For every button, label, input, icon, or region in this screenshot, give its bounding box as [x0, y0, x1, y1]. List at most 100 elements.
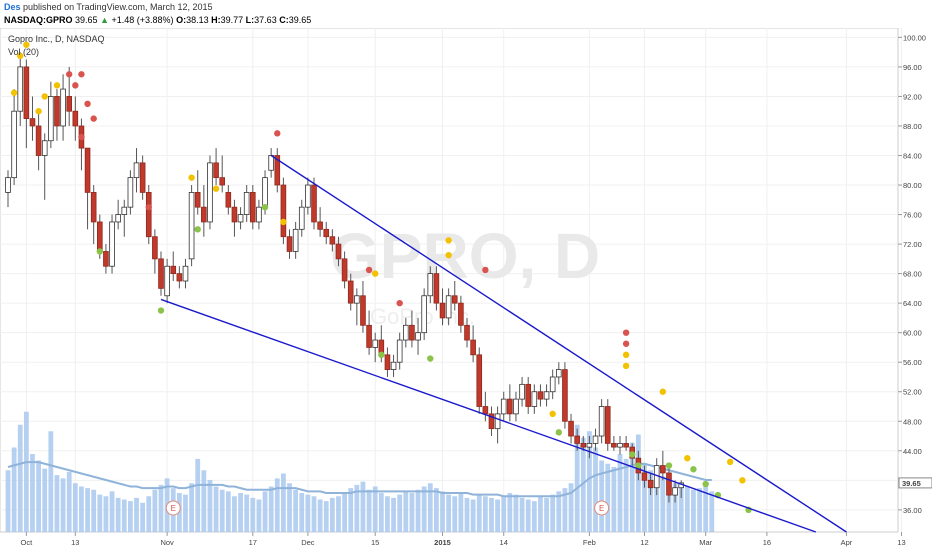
y-tick-label: 64.00 — [903, 299, 922, 308]
volume-bar — [617, 454, 623, 532]
candle-body — [84, 147, 91, 193]
trendlines[interactable] — [160, 154, 847, 533]
open-value: 38.13 — [186, 15, 209, 25]
candle-body — [145, 192, 152, 238]
volume-bar — [635, 434, 641, 532]
volume-bar — [323, 501, 329, 532]
candle-body — [115, 214, 121, 223]
y-tick-label: 88.00 — [903, 122, 922, 131]
signal-dot — [739, 477, 746, 484]
candlesticks — [5, 52, 684, 503]
volume-bar — [36, 460, 41, 532]
candle-body — [421, 295, 427, 334]
candle-body — [433, 273, 440, 304]
y-tick-label: 44.00 — [903, 447, 922, 456]
publish-line: Des published on TradingView.com, March … — [4, 2, 212, 12]
volume-bar — [593, 447, 598, 532]
volume-bar — [452, 496, 458, 532]
volume-bar — [152, 489, 158, 532]
signal-dot — [427, 355, 434, 362]
volume-bar — [158, 484, 164, 532]
volume-bar — [385, 496, 390, 532]
volume-bar — [697, 488, 702, 532]
volume-bar — [538, 496, 543, 532]
volume-bar — [415, 489, 421, 532]
volume-bar — [134, 497, 139, 532]
volume-bar — [293, 489, 299, 532]
chart-title: Gopro Inc., D, NASDAQ — [8, 34, 105, 44]
volume-bar — [378, 493, 384, 532]
volume-bar — [372, 486, 378, 532]
earnings-marker — [165, 500, 181, 516]
candle-body — [323, 228, 330, 238]
candle-body — [29, 118, 36, 127]
candle-body — [97, 221, 103, 252]
candle-body — [470, 339, 476, 356]
candle-body — [464, 324, 470, 341]
signal-dot — [212, 185, 220, 192]
volume-bar — [703, 484, 709, 532]
volume-bar — [201, 470, 207, 532]
volume-bar — [623, 458, 629, 532]
open-label: O: — [176, 15, 187, 25]
candle-body — [556, 369, 562, 378]
signal-dot — [78, 71, 85, 78]
signal-dot — [145, 203, 152, 211]
candle-body — [396, 339, 403, 363]
volume-bar — [691, 489, 696, 532]
signal-dot — [726, 458, 734, 466]
x-tick-label: 17 — [249, 538, 257, 547]
candle-body — [121, 206, 128, 215]
volume-ma-line — [7, 461, 712, 498]
volume-bar — [391, 497, 396, 532]
candle-body — [586, 443, 593, 448]
volume-bar — [256, 499, 262, 532]
candle-body — [335, 243, 342, 260]
volume-bar — [513, 494, 519, 532]
close-label: C: — [279, 15, 289, 25]
candle-body — [666, 472, 672, 496]
signal-dot — [41, 93, 48, 100]
x-tick-label: 13 — [71, 538, 79, 547]
signal-dot — [622, 362, 630, 370]
volume-bar — [60, 478, 66, 532]
volume-bar — [121, 499, 127, 532]
signal-dot — [445, 251, 452, 259]
price-axis[interactable]: 100.00 96.00 92.00 88.00 84.00 80.00 76.00 72.0… — [898, 33, 932, 515]
candle-body — [366, 324, 372, 348]
candle-body — [402, 324, 409, 341]
candle-body — [54, 96, 60, 127]
candle-body — [225, 192, 232, 208]
volume-bar — [660, 476, 666, 532]
volume-bar — [544, 497, 549, 532]
candle-body — [176, 273, 183, 282]
candle-body — [482, 406, 489, 415]
candle-body — [48, 96, 54, 142]
volume-bar — [574, 424, 580, 532]
y-tick-label: 96.00 — [903, 63, 922, 72]
signal-dot — [555, 429, 562, 436]
candle-body — [219, 177, 226, 186]
volume-bar — [207, 480, 213, 532]
volume-bar — [72, 483, 78, 532]
volume-bar — [281, 473, 286, 532]
volume-bar — [103, 496, 109, 532]
y-tick-label: 80.00 — [903, 181, 922, 190]
y-tick-label: 48.00 — [903, 417, 922, 426]
candle-body — [72, 110, 79, 127]
volume-bar — [176, 493, 182, 532]
signal-dot — [622, 329, 630, 336]
close-value: 39.65 — [288, 15, 312, 25]
volume-bar — [629, 442, 635, 532]
volume-bar — [97, 494, 103, 532]
candle-body — [60, 88, 66, 127]
time-axis[interactable]: Oct 13 Nov 17 Dec 15 2015 14 Feb 12 Mar 16 Apr 13 — [21, 532, 906, 547]
volume-bar — [287, 483, 292, 532]
signal-dot — [157, 307, 165, 314]
candle-body — [90, 192, 97, 223]
volume-bar — [360, 481, 366, 532]
author-name[interactable]: Des — [4, 2, 21, 12]
signal-dot — [84, 100, 91, 108]
signal-dot — [629, 451, 636, 458]
